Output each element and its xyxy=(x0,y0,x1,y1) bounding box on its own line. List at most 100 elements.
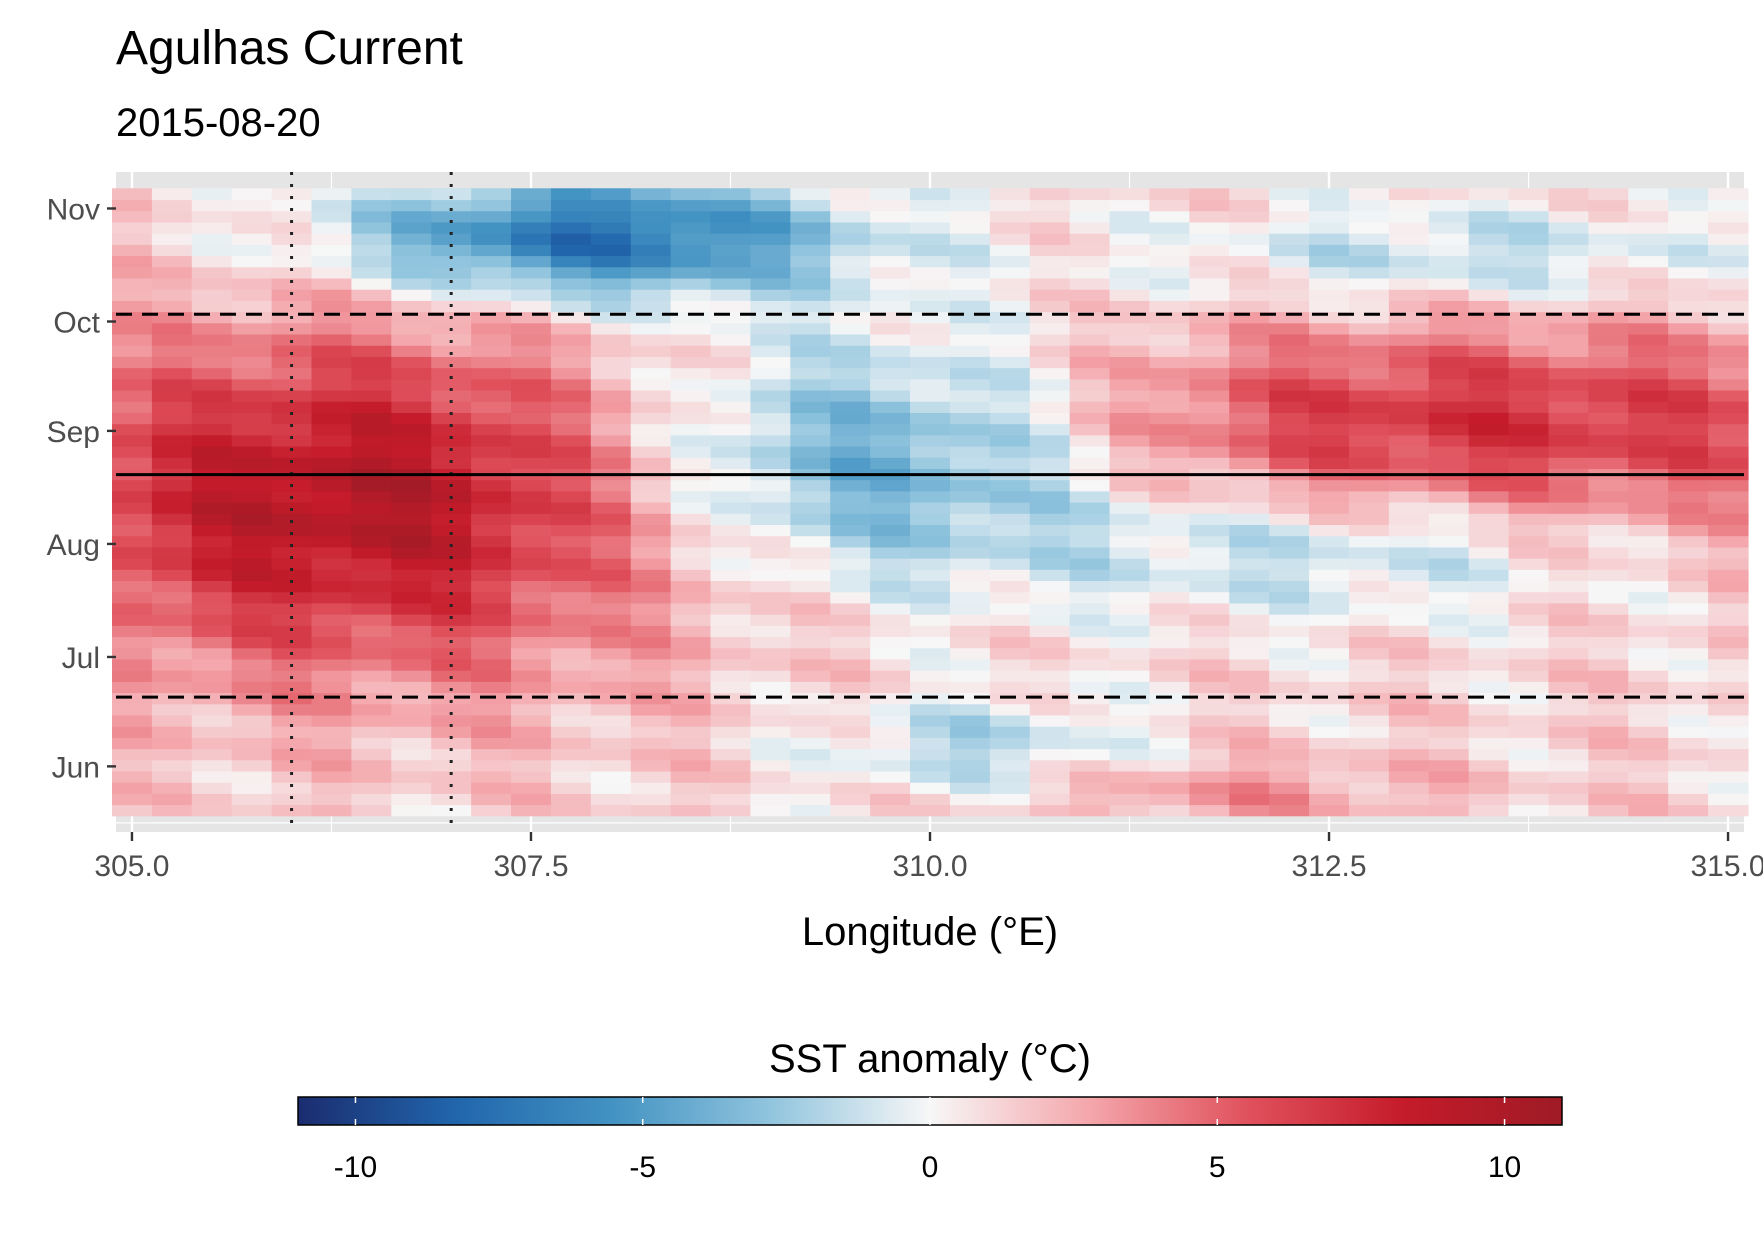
heatmap-cell xyxy=(112,210,153,223)
heatmap-cell xyxy=(870,199,911,212)
heatmap-cell xyxy=(151,199,193,212)
heatmap-cell xyxy=(1069,726,1111,738)
heatmap-cell xyxy=(351,221,392,234)
heatmap-cell xyxy=(231,412,273,425)
heatmap-cell xyxy=(511,221,552,234)
heatmap-cell xyxy=(790,591,831,604)
heatmap-cell xyxy=(231,714,273,727)
heatmap-cell xyxy=(590,726,632,738)
heatmap-cell xyxy=(830,748,871,761)
heatmap-cell xyxy=(1548,322,1589,335)
heatmap-cell xyxy=(1668,479,1709,492)
heatmap-cell xyxy=(1548,804,1589,817)
heatmap-cell xyxy=(710,434,752,447)
heatmap-cell xyxy=(1708,647,1749,660)
heatmap-cell xyxy=(1508,277,1550,290)
heatmap-cell xyxy=(431,412,472,425)
heatmap-cell xyxy=(1189,490,1230,503)
chart-title: Agulhas Current xyxy=(116,22,463,75)
heatmap-cell xyxy=(1149,412,1190,425)
heatmap-cell xyxy=(1468,602,1510,615)
heatmap-cell xyxy=(989,277,1031,290)
heatmap-cell xyxy=(1428,793,1470,806)
heatmap-cell xyxy=(391,277,432,290)
heatmap-cell xyxy=(511,457,552,469)
heatmap-cell xyxy=(1149,333,1190,346)
heatmap-cell xyxy=(311,233,353,245)
heatmap-cell xyxy=(710,389,752,402)
heatmap-cell xyxy=(191,737,233,750)
heatmap-cell xyxy=(670,524,712,537)
heatmap-cell xyxy=(471,681,512,694)
heatmap-cell xyxy=(1668,188,1709,201)
heatmap-cell xyxy=(630,502,672,514)
heatmap-cell xyxy=(1508,759,1550,772)
heatmap-cell xyxy=(1189,221,1230,234)
heatmap-cell xyxy=(630,804,672,817)
heatmap-cell xyxy=(1309,748,1350,761)
heatmap-cell xyxy=(830,614,871,626)
heatmap-cell xyxy=(112,389,153,402)
heatmap-cell xyxy=(630,513,672,525)
heatmap-cell xyxy=(391,614,432,626)
heatmap-cell xyxy=(1428,726,1470,738)
heatmap-cell xyxy=(1309,300,1350,313)
heatmap-cell xyxy=(391,221,432,234)
heatmap-cell xyxy=(1668,513,1709,525)
heatmap-cell xyxy=(1508,266,1550,279)
heatmap-cell xyxy=(1628,244,1669,257)
heatmap-cell xyxy=(231,378,273,391)
heatmap-cell xyxy=(471,602,512,615)
heatmap-cell xyxy=(710,759,752,772)
heatmap-cell xyxy=(989,793,1031,806)
heatmap-cell xyxy=(870,804,911,817)
heatmap-cell xyxy=(1189,300,1230,313)
heatmap-cell xyxy=(1508,770,1550,783)
heatmap-cell xyxy=(1189,793,1230,806)
heatmap-cell xyxy=(351,266,392,279)
y-tick-label: Sep xyxy=(47,416,100,449)
heatmap-cell xyxy=(1069,580,1111,593)
heatmap-cell xyxy=(1149,490,1190,503)
heatmap-cell xyxy=(1029,558,1071,570)
heatmap-cell xyxy=(112,670,153,682)
heatmap-cell xyxy=(112,737,153,750)
heatmap-cell xyxy=(351,277,392,290)
heatmap-cell xyxy=(1548,210,1589,223)
heatmap-cell xyxy=(231,569,273,582)
heatmap-cell xyxy=(630,345,672,357)
heatmap-cell xyxy=(1668,703,1709,716)
heatmap-cell xyxy=(1468,367,1510,380)
heatmap-cell xyxy=(1029,759,1071,772)
heatmap-cell xyxy=(1708,367,1749,380)
heatmap-cell xyxy=(1388,423,1430,436)
heatmap-cell xyxy=(1468,770,1510,783)
heatmap-cell xyxy=(830,479,871,492)
heatmap-cell xyxy=(949,513,991,525)
heatmap-cell xyxy=(1229,367,1270,380)
heatmap-cell xyxy=(1348,647,1390,660)
heatmap-cell xyxy=(1269,558,1310,570)
heatmap-cell xyxy=(1109,804,1151,817)
heatmap-cell xyxy=(670,636,712,649)
heatmap-cell xyxy=(431,692,472,705)
heatmap-cell xyxy=(630,199,672,212)
heatmap-cell xyxy=(550,255,592,268)
heatmap-cell xyxy=(1388,647,1430,660)
heatmap-cell xyxy=(670,670,712,682)
heatmap-cell xyxy=(1628,389,1669,402)
heatmap-cell xyxy=(112,759,153,772)
heatmap-cell xyxy=(391,490,432,503)
heatmap-cell xyxy=(1428,580,1470,593)
heatmap-cell xyxy=(1269,300,1310,313)
heatmap-cell xyxy=(311,524,353,537)
heatmap-cell xyxy=(830,726,871,738)
heatmap-cell xyxy=(870,513,911,525)
heatmap-cell xyxy=(1149,199,1190,212)
heatmap-cell xyxy=(1628,546,1669,559)
heatmap-cell xyxy=(1309,726,1350,738)
heatmap-cell xyxy=(112,681,153,694)
heatmap-cell xyxy=(830,221,871,234)
heatmap-cell xyxy=(1069,221,1111,234)
heatmap-cell xyxy=(1548,569,1589,582)
